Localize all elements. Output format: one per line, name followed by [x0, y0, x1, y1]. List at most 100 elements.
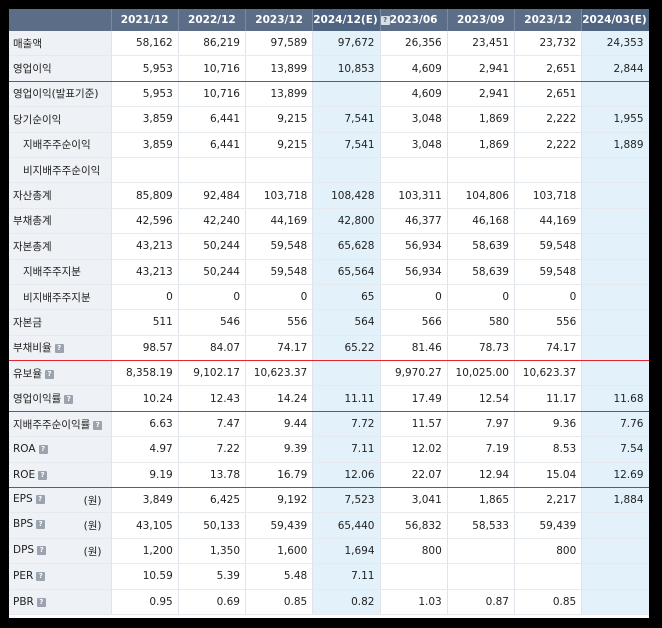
- help-icon[interactable]: ?: [37, 545, 47, 555]
- help-icon[interactable]: ?: [36, 520, 46, 530]
- value-cell: 78.73: [447, 335, 516, 362]
- value-cell: 65,564: [312, 259, 381, 285]
- value-cell: [581, 81, 649, 108]
- unit-label: (원): [83, 494, 102, 507]
- value-cell: 43,213: [111, 259, 179, 285]
- value-cell: 1,869: [447, 106, 516, 133]
- table-row: 영업이익 5,953 10,716 13,899 10,853 4,609 2,941 2,6…: [9, 55, 649, 82]
- help-icon[interactable]: ?: [36, 597, 46, 607]
- value-cell: 22.07: [380, 462, 448, 489]
- row-label-cell: 비지배주주순이익: [9, 157, 112, 184]
- value-cell: 42,596: [111, 208, 179, 235]
- value-cell: 13,899: [245, 55, 314, 82]
- value-cell: 0: [111, 284, 179, 311]
- table-row: 영업이익(발표기준) 5,953 10,716 13,899 4,609 2,941 2,6…: [9, 81, 649, 108]
- row-label-cell: 영업이익률?: [9, 385, 112, 412]
- help-icon[interactable]: ?: [64, 395, 74, 405]
- value-cell: 1,869: [447, 132, 516, 158]
- value-cell: 5.48: [245, 563, 314, 590]
- row-label: 비지배주주지분: [23, 291, 91, 304]
- table-row: BPS? (원) 43,105 50,133 59,439 65,440 56,832 58,…: [9, 512, 649, 539]
- row-label-cell: ROA?: [9, 436, 112, 463]
- table-row: PER? 10.59 5.39 5.48 7.11: [9, 563, 649, 590]
- value-cell: 58,639: [447, 259, 516, 285]
- row-label: 비지배주주순이익: [23, 164, 101, 177]
- row-label-cell: 지배주주순이익률?: [9, 411, 112, 438]
- value-cell: 92,484: [178, 182, 247, 209]
- value-cell: 12.02: [380, 436, 448, 463]
- value-cell: 85,809: [111, 182, 179, 209]
- row-label-cell: 당기순이익: [9, 106, 112, 133]
- row-label: PBR: [13, 595, 34, 608]
- row-label-cell: DPS? (원): [9, 538, 112, 565]
- value-cell: 7.76: [581, 411, 649, 438]
- financial-table-panel: 2021/12 2022/12 2023/12 2024/12(E)? 2023/06 2…: [9, 9, 649, 618]
- value-cell: 59,548: [245, 259, 314, 285]
- row-label: 부채비율: [13, 342, 52, 355]
- value-cell: 4,609: [380, 55, 448, 82]
- table-row: 지배주주순이익 3,859 6,441 9,215 7,541 3,048 1,869 2,2…: [9, 132, 649, 158]
- column-header-label: 2023/09: [457, 14, 505, 26]
- value-cell: 97,672: [312, 31, 381, 57]
- value-cell: 0: [380, 284, 448, 311]
- value-cell: 1,694: [312, 538, 381, 565]
- help-icon[interactable]: ?: [36, 572, 46, 582]
- value-cell: 74.17: [245, 335, 314, 362]
- table-row: 지배주주지분 43,213 50,244 59,548 65,564 56,934 58,6…: [9, 259, 649, 285]
- table-body: 매출액 58,162 86,219 97,589 97,672 26,356 23,451 2…: [9, 31, 649, 615]
- header-corner-cell: [9, 9, 112, 31]
- value-cell: 1.03: [380, 589, 448, 615]
- row-label: 지배주주순이익률: [13, 418, 91, 431]
- table-row: 자본총계 43,213 50,244 59,548 65,628 56,934 58,639…: [9, 233, 649, 260]
- value-cell: 7.11: [312, 563, 381, 590]
- value-cell: 9.39: [245, 436, 314, 463]
- value-cell: 103,718: [514, 182, 583, 209]
- help-icon[interactable]: ?: [38, 445, 48, 455]
- value-cell: 50,244: [178, 233, 247, 260]
- value-cell: 6,425: [178, 487, 247, 514]
- value-cell: 7.19: [447, 436, 516, 463]
- value-cell: 1,884: [581, 487, 649, 514]
- value-cell: 3,859: [111, 106, 179, 133]
- value-cell: 74.17: [514, 335, 583, 362]
- row-label-cell: 자산총계: [9, 182, 112, 209]
- value-cell: 104,806: [447, 182, 516, 209]
- unit-label: (원): [83, 545, 102, 558]
- row-label: 지배주주지분: [23, 266, 81, 279]
- value-cell: 12.43: [178, 385, 247, 412]
- value-cell: 2,651: [514, 81, 583, 108]
- column-header: 2022/12: [178, 9, 247, 31]
- value-cell: [380, 563, 448, 590]
- row-label-cell: EPS? (원): [9, 487, 112, 514]
- value-cell: 5,953: [111, 55, 179, 82]
- value-cell: 9.19: [111, 462, 179, 489]
- value-cell: 546: [178, 309, 247, 336]
- value-cell: 3,859: [111, 132, 179, 158]
- value-cell: 7,541: [312, 132, 381, 158]
- value-cell: [312, 360, 381, 387]
- help-icon[interactable]: ?: [38, 470, 48, 480]
- table-row: 영업이익률? 10.24 12.43 14.24 11.11 17.49 12.54 11.1…: [9, 385, 649, 412]
- value-cell: [514, 563, 583, 590]
- row-label: 영업이익률: [13, 393, 62, 406]
- value-cell: 6,441: [178, 132, 247, 158]
- help-icon[interactable]: ?: [93, 420, 103, 430]
- column-header-label: 2023/06: [389, 14, 438, 26]
- value-cell: 6.63: [111, 411, 179, 438]
- help-icon[interactable]: ?: [35, 494, 45, 504]
- table-header-row: 2021/12 2022/12 2023/12 2024/12(E)? 2023/06 2…: [9, 9, 649, 31]
- value-cell: 2,941: [447, 81, 516, 108]
- table-row: 자산총계 85,809 92,484 103,718 108,428 103,311 104…: [9, 182, 649, 209]
- value-cell: 10,716: [178, 55, 247, 82]
- value-cell: [581, 335, 649, 362]
- value-cell: 3,048: [380, 106, 448, 133]
- value-cell: [447, 563, 516, 590]
- help-icon[interactable]: ?: [44, 369, 54, 379]
- row-label-cell: PBR?: [9, 589, 112, 615]
- help-icon[interactable]: ?: [54, 344, 64, 354]
- value-cell: 16.79: [245, 462, 314, 489]
- table-row: DPS? (원) 1,200 1,350 1,600 1,694 800 800: [9, 538, 649, 565]
- help-icon[interactable]: ?: [380, 16, 390, 25]
- row-label: DPS: [13, 543, 35, 556]
- value-cell: 2,217: [514, 487, 583, 514]
